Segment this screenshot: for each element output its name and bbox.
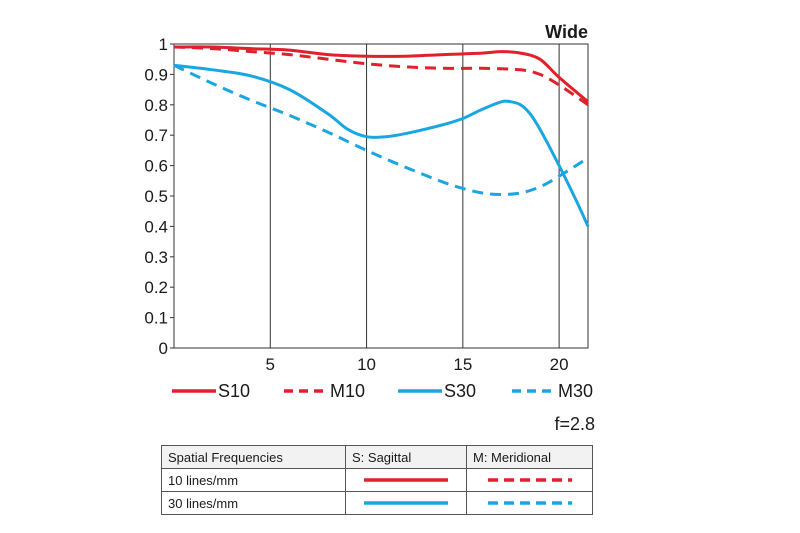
table-row: 30 lines/mm bbox=[161, 491, 593, 515]
x-tick-label: 5 bbox=[266, 355, 275, 374]
x-tick-label: 20 bbox=[550, 355, 569, 374]
y-tick-label: 0 bbox=[159, 339, 168, 358]
meridional-30-swatch bbox=[487, 501, 572, 505]
series-line-m10 bbox=[173, 45, 589, 107]
y-tick-labels: 0 0.1 0.2 0.3 0.4 0.5 0.6 0.7 0.8 0.9 1 bbox=[144, 35, 168, 358]
y-tick-label: 0.3 bbox=[144, 248, 168, 267]
series-line-m30 bbox=[173, 63, 589, 196]
sagittal-swatch-cell bbox=[345, 468, 467, 492]
chart-title: Wide bbox=[545, 22, 588, 42]
table-row: 10 lines/mm bbox=[161, 468, 593, 492]
legend-label: S30 bbox=[444, 381, 476, 401]
plot-frame bbox=[173, 43, 589, 349]
x-tick-label: 15 bbox=[453, 355, 472, 374]
sagittal-30-swatch bbox=[364, 501, 448, 505]
y-tick-label: 0.4 bbox=[144, 217, 168, 236]
legend-label: M30 bbox=[558, 381, 593, 401]
x-tick-label: 10 bbox=[357, 355, 376, 374]
table-header-row: Spatial Frequencies S: Sagittal M: Merid… bbox=[161, 445, 593, 469]
series-lines bbox=[173, 45, 590, 228]
table-header-cell: Spatial Frequencies bbox=[161, 445, 346, 469]
frequency-table: Spatial Frequencies S: Sagittal M: Merid… bbox=[161, 445, 593, 515]
series-line-s30 bbox=[173, 63, 590, 228]
y-tick-label: 0.2 bbox=[144, 278, 168, 297]
table-header-cell: M: Meridional bbox=[466, 445, 593, 469]
meridional-swatch-cell bbox=[466, 491, 593, 515]
x-tick-labels: 5 10 15 20 bbox=[266, 355, 569, 374]
meridional-swatch-cell bbox=[466, 468, 593, 492]
legend: S10 M10 S30 M30 bbox=[172, 381, 593, 401]
y-tick-label: 0.9 bbox=[144, 65, 168, 84]
y-tick-label: 0.8 bbox=[144, 96, 168, 115]
y-tick-label: 0.5 bbox=[144, 187, 168, 206]
y-tick-label: 0.6 bbox=[144, 157, 168, 176]
legend-label: S10 bbox=[218, 381, 250, 401]
y-tick-label: 1 bbox=[159, 35, 168, 54]
grid bbox=[170, 43, 589, 349]
table-header-cell: S: Sagittal bbox=[345, 445, 467, 469]
legend-label: M10 bbox=[330, 381, 365, 401]
sagittal-10-swatch bbox=[364, 478, 448, 482]
series-line-s10 bbox=[173, 45, 589, 103]
meridional-10-swatch bbox=[487, 478, 572, 482]
sagittal-swatch-cell bbox=[345, 491, 467, 515]
y-tick-label: 0.1 bbox=[144, 309, 168, 328]
aperture-label: f=2.8 bbox=[554, 414, 595, 434]
table-row-label: 30 lines/mm bbox=[161, 491, 346, 515]
table-row-label: 10 lines/mm bbox=[161, 468, 346, 492]
y-tick-label: 0.7 bbox=[144, 126, 168, 145]
mtf-chart: Wide 0 0.1 0.2 0.3 0.4 0.5 0.6 0.7 0.8 0.9 1 5 10 15… bbox=[144, 22, 595, 434]
